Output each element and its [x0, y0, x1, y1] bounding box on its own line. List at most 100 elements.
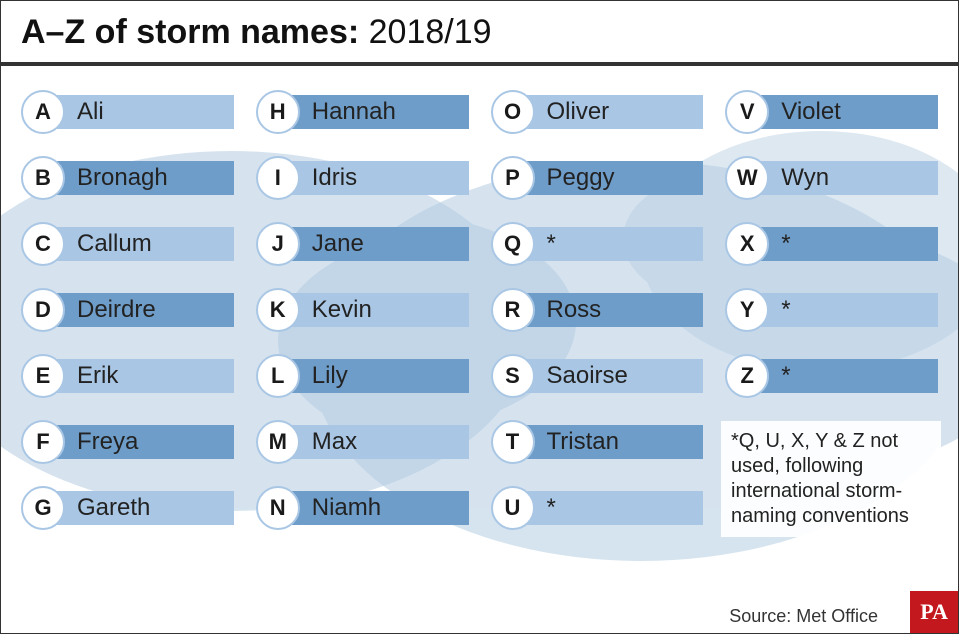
letter-circle: T [491, 420, 535, 464]
storm-entry: A Ali [21, 90, 234, 134]
page-title: A–Z of storm names: 2018/19 [21, 13, 938, 52]
storm-entry: C Callum [21, 222, 234, 266]
letter-circle: V [725, 90, 769, 134]
entry-bar [509, 491, 704, 525]
storm-entry: OOliver [491, 90, 704, 134]
entry-bar [39, 359, 234, 393]
storm-entry: D Deirdre [21, 288, 234, 332]
storm-column: H Hannah IIdris J Jane K Kevin L Lily M Max N Niamh [256, 90, 469, 530]
letter-circle: E [21, 354, 65, 398]
storm-name: * [547, 230, 556, 258]
letter-circle: P [491, 156, 535, 200]
storm-name: * [781, 362, 790, 390]
storm-name: Tristan [547, 428, 619, 456]
entry-bar [743, 293, 938, 327]
storm-entry: J Jane [256, 222, 469, 266]
storm-entry: M Max [256, 420, 469, 464]
storm-name: Gareth [77, 494, 150, 522]
storm-name: Ali [77, 98, 104, 126]
letter-circle: S [491, 354, 535, 398]
storm-name: * [781, 296, 790, 324]
storm-name: Wyn [781, 164, 829, 192]
storm-entry: K Kevin [256, 288, 469, 332]
letter-circle: H [256, 90, 300, 134]
storm-column: OOliverPPeggyQ*RRossSSaoirseTTristanU* [491, 90, 704, 530]
entry-bar [274, 161, 469, 195]
letter-circle: Y [725, 288, 769, 332]
storm-entry: Q* [491, 222, 704, 266]
storm-name: Violet [781, 98, 841, 126]
storm-entry: E Erik [21, 354, 234, 398]
storm-name: Saoirse [547, 362, 628, 390]
storm-name: Idris [312, 164, 357, 192]
footnote-text: *Q, U, X, Y & Z not used, following inte… [731, 430, 909, 527]
storm-name: Lily [312, 362, 348, 390]
title-bold: A–Z of storm names: [21, 13, 359, 51]
pa-logo: PA [910, 591, 958, 633]
storm-entry: N Niamh [256, 486, 469, 530]
entry-bar [39, 95, 234, 129]
storm-name: Kevin [312, 296, 372, 324]
storm-name: Niamh [312, 494, 381, 522]
letter-circle: X [725, 222, 769, 266]
entry-bar [274, 227, 469, 261]
title-area: A–Z of storm names: 2018/19 [1, 1, 958, 56]
letter-circle: K [256, 288, 300, 332]
storm-entry: L Lily [256, 354, 469, 398]
storm-entry: R Ross [491, 288, 704, 332]
storm-entry: B Bronagh [21, 156, 234, 200]
title-rest: 2018/19 [359, 13, 491, 51]
storm-entry: G Gareth [21, 486, 234, 530]
storm-entry: Y* [725, 288, 938, 332]
storm-name: * [547, 494, 556, 522]
entry-bar [743, 227, 938, 261]
letter-circle: N [256, 486, 300, 530]
storm-name: Max [312, 428, 357, 456]
letter-circle: F [21, 420, 65, 464]
storm-entry: IIdris [256, 156, 469, 200]
letter-circle: O [491, 90, 535, 134]
letter-circle: Z [725, 354, 769, 398]
letter-circle: B [21, 156, 65, 200]
storm-entry: Z* [725, 354, 938, 398]
letter-circle: Q [491, 222, 535, 266]
storm-entry: V Violet [725, 90, 938, 134]
letter-circle: U [491, 486, 535, 530]
storm-entry: W Wyn [725, 156, 938, 200]
storm-entry: S Saoirse [491, 354, 704, 398]
storm-name: * [781, 230, 790, 258]
infographic-canvas: A–Z of storm names: 2018/19 A Ali B Bronagh… [0, 0, 959, 634]
footnote-box: *Q, U, X, Y & Z not used, following inte… [721, 421, 941, 537]
storm-entry: H Hannah [256, 90, 469, 134]
storm-name: Callum [77, 230, 152, 258]
letter-circle: A [21, 90, 65, 134]
storm-name: Freya [77, 428, 138, 456]
storm-entry: P Peggy [491, 156, 704, 200]
letter-circle: L [256, 354, 300, 398]
letter-circle: C [21, 222, 65, 266]
letter-circle: D [21, 288, 65, 332]
storm-name: Erik [77, 362, 118, 390]
entry-bar [743, 359, 938, 393]
storm-name: Bronagh [77, 164, 168, 192]
letter-circle: G [21, 486, 65, 530]
letter-circle: R [491, 288, 535, 332]
entry-bar [743, 161, 938, 195]
storm-column: A Ali B Bronagh C Callum D Deirdre E Erik F Freya GG… [21, 90, 234, 530]
storm-name: Jane [312, 230, 364, 258]
letter-circle: M [256, 420, 300, 464]
storm-name: Peggy [547, 164, 615, 192]
entry-bar [274, 425, 469, 459]
entry-bar [509, 227, 704, 261]
storm-entry: X* [725, 222, 938, 266]
storm-name: Deirdre [77, 296, 156, 324]
letter-circle: J [256, 222, 300, 266]
storm-entry: F Freya [21, 420, 234, 464]
storm-entry: T Tristan [491, 420, 704, 464]
storm-name: Hannah [312, 98, 396, 126]
letter-circle: W [725, 156, 769, 200]
entry-bar [274, 359, 469, 393]
source-credit: Source: Met Office [729, 606, 878, 627]
storm-name: Ross [547, 296, 602, 324]
storm-entry: U* [491, 486, 704, 530]
